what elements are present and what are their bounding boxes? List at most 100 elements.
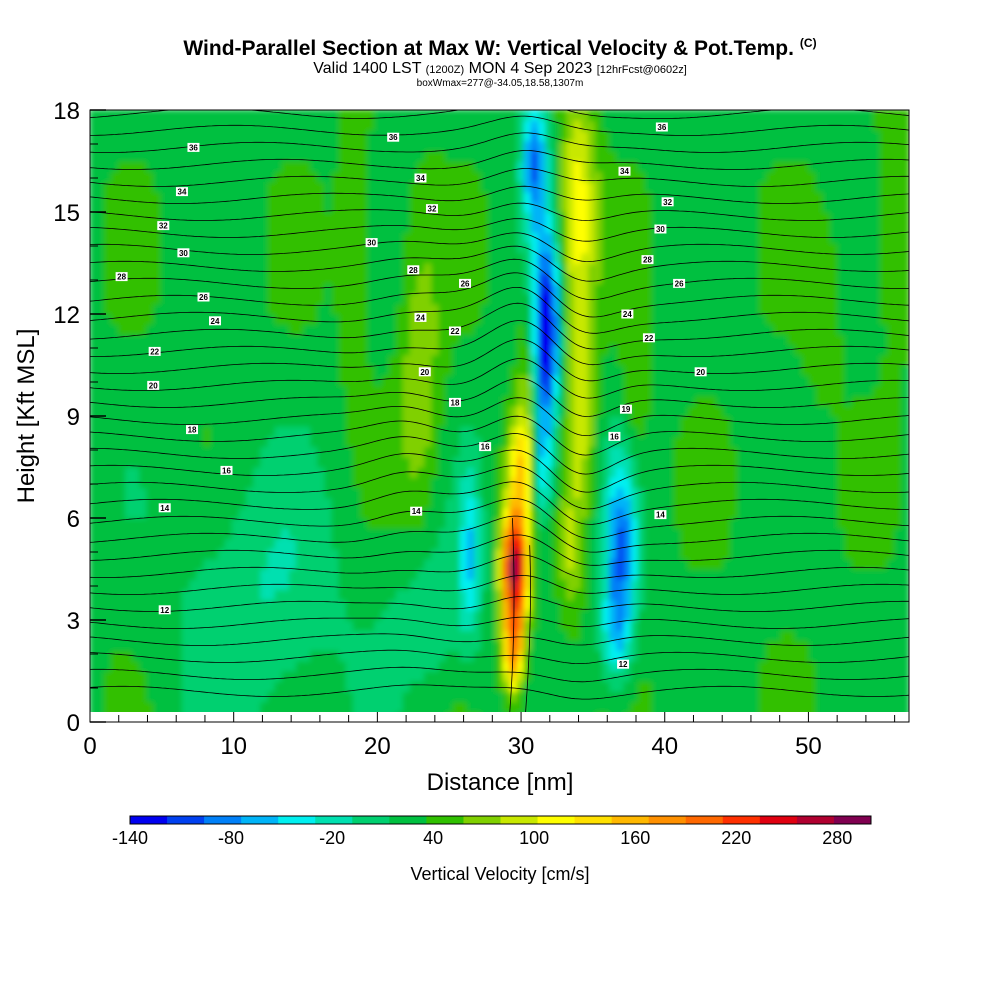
field-cell	[573, 384, 582, 397]
field-cell	[452, 690, 461, 703]
field-cell	[160, 170, 169, 182]
field-cell	[431, 180, 440, 193]
field-cell	[174, 701, 184, 712]
field-cell	[395, 272, 404, 284]
field-cell	[666, 282, 675, 295]
field-cell	[616, 599, 625, 611]
field-cell	[196, 160, 205, 172]
field-cell	[288, 160, 298, 172]
field-cell	[481, 711, 490, 712]
field-cell	[516, 119, 526, 131]
field-cell	[459, 313, 469, 325]
field-cell	[602, 160, 611, 172]
field-cell	[545, 262, 554, 274]
field-cell	[310, 354, 319, 366]
field-cell	[602, 231, 611, 244]
field-cell	[260, 282, 269, 295]
field-cell	[580, 282, 590, 295]
field-cell	[160, 282, 169, 295]
field-cell	[623, 191, 632, 203]
field-cell	[652, 110, 661, 121]
field-cell	[125, 548, 134, 560]
field-cell	[189, 619, 198, 631]
field-cell	[260, 384, 269, 397]
field-cell	[367, 507, 376, 519]
field-cell	[160, 231, 169, 244]
field-cell	[630, 170, 639, 182]
field-cell	[324, 537, 333, 550]
field-cell	[438, 578, 447, 590]
field-cell	[623, 476, 632, 488]
field-cell	[630, 629, 639, 641]
velocity-field	[90, 110, 909, 712]
field-cell	[459, 690, 469, 703]
field-cell	[609, 374, 618, 386]
field-cell	[545, 578, 554, 590]
field-cell	[288, 231, 298, 244]
field-cell	[388, 160, 397, 172]
field-cell	[552, 701, 561, 712]
field-cell	[559, 160, 568, 172]
field-cell	[345, 639, 355, 652]
field-cell	[288, 415, 298, 427]
field-cell	[424, 425, 433, 437]
field-cell	[587, 568, 597, 580]
field-cell	[331, 456, 340, 468]
field-cell	[181, 170, 191, 182]
field-cell	[139, 282, 148, 295]
field-cell	[367, 639, 376, 652]
field-cell	[374, 711, 383, 712]
field-cell	[210, 405, 219, 417]
field-cell	[295, 119, 305, 131]
field-cell	[295, 619, 305, 631]
field-cell	[224, 252, 234, 264]
field-cell	[310, 272, 319, 284]
field-cell	[481, 211, 490, 223]
field-cell	[146, 129, 155, 142]
field-cell	[281, 364, 291, 376]
field-cell	[417, 558, 426, 570]
field-cell	[488, 252, 497, 264]
field-cell	[495, 609, 504, 621]
field-cell	[324, 313, 333, 325]
field-cell	[274, 170, 283, 182]
field-cell	[153, 313, 162, 325]
field-cell	[238, 527, 248, 539]
field-cell	[267, 558, 276, 570]
field-cell	[103, 191, 112, 203]
field-cell	[417, 211, 426, 223]
field-cell	[174, 548, 184, 560]
field-cell	[587, 435, 597, 448]
field-cell	[587, 170, 597, 182]
field-cell	[666, 211, 675, 223]
field-cell	[587, 344, 597, 356]
field-cell	[181, 558, 191, 570]
field-cell	[516, 466, 526, 478]
field-cell	[217, 456, 226, 468]
field-cell	[139, 711, 148, 712]
field-cell	[509, 211, 518, 223]
field-cell	[288, 293, 298, 305]
field-cell	[473, 588, 483, 601]
field-cell	[402, 313, 412, 325]
field-cell	[445, 344, 454, 356]
field-cell	[310, 201, 319, 213]
field-cell	[253, 701, 262, 712]
field-cell	[566, 476, 575, 488]
field-cell	[238, 517, 248, 529]
field-cell	[253, 293, 262, 305]
field-cell	[473, 180, 483, 193]
field-cell	[360, 354, 369, 366]
field-cell	[352, 333, 362, 346]
field-cell	[167, 150, 177, 162]
field-cell	[345, 119, 355, 131]
field-cell	[110, 660, 120, 672]
field-cell	[295, 456, 305, 468]
field-cell	[502, 670, 511, 682]
field-cell	[189, 629, 198, 641]
field-cell	[502, 354, 511, 366]
field-cell	[452, 537, 461, 550]
field-cell	[110, 456, 120, 468]
field-cell	[189, 344, 198, 356]
field-cell	[637, 129, 647, 142]
